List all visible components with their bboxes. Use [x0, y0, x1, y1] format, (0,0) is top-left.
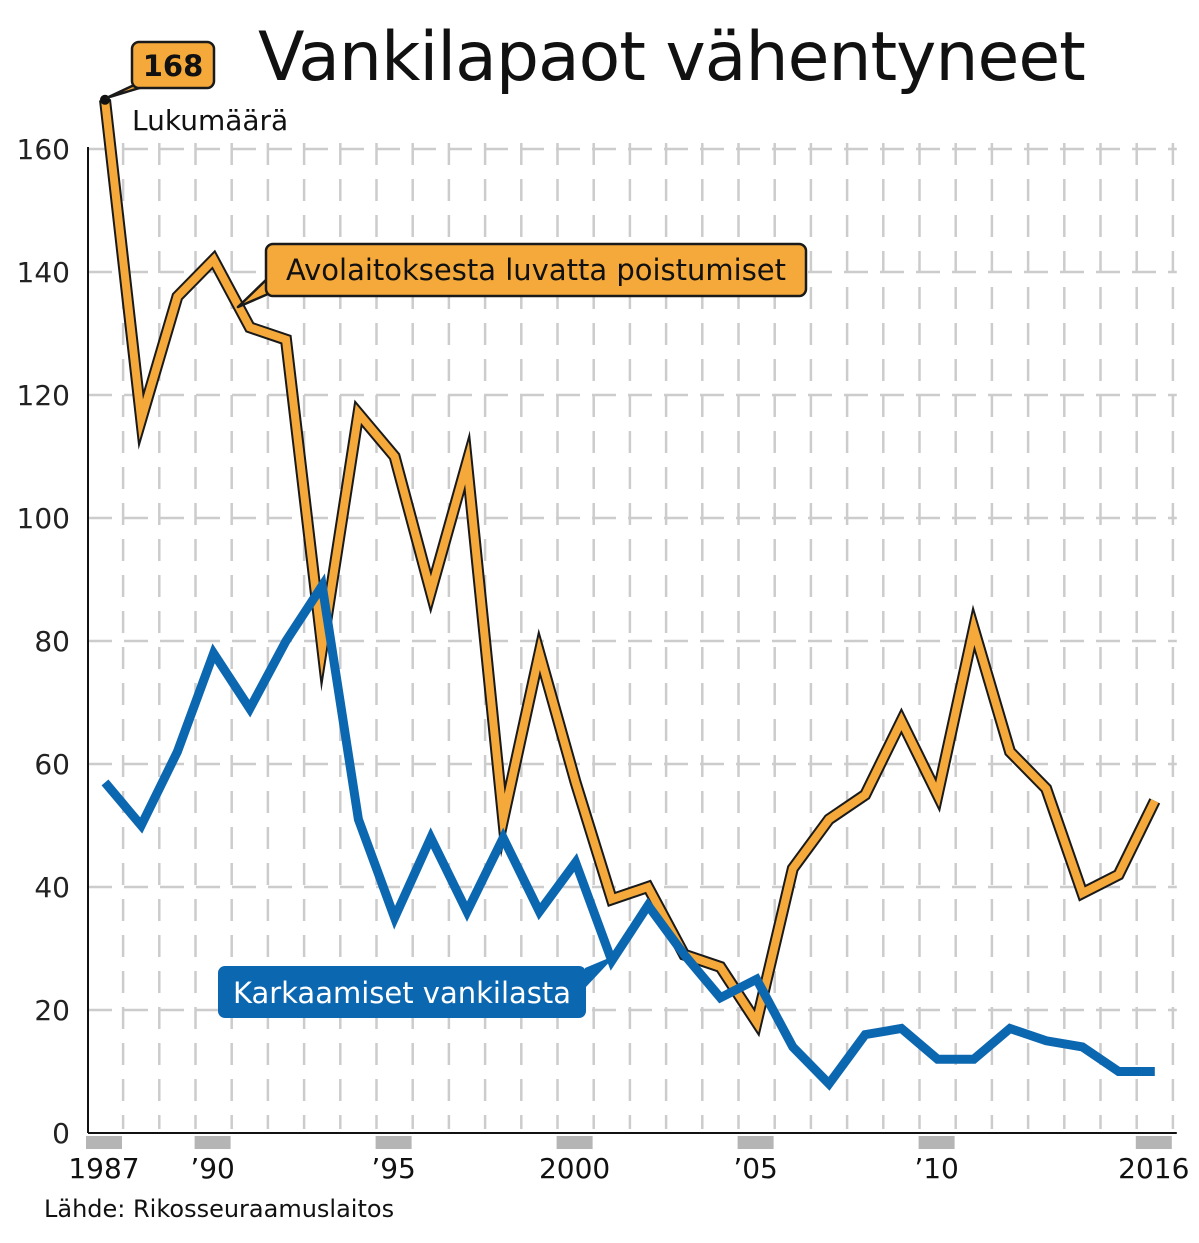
- y-tick-label: 40: [34, 871, 70, 904]
- y-tick-label: 140: [17, 256, 70, 289]
- series-line-karkaamiset: [101, 573, 1155, 1091]
- x-tick-label: ’05: [733, 1152, 778, 1185]
- y-tick-label: 120: [17, 379, 70, 412]
- y-tick-label: 0: [52, 1117, 70, 1150]
- y-tick-label: 20: [34, 994, 70, 1027]
- y-tick-label: 80: [34, 625, 70, 658]
- x-tick-label: 1987: [68, 1152, 139, 1185]
- series-lines: [99, 99, 1161, 1091]
- x-tick-label: ’90: [190, 1152, 235, 1185]
- source-note: Lähde: Rikosseuraamuslaitos: [44, 1195, 395, 1223]
- y-axis-unit-label: Lukumäärä: [132, 104, 289, 137]
- x-tick-label: ’10: [914, 1152, 959, 1185]
- grid: [88, 143, 1177, 1129]
- x-tick-marker: [375, 1136, 412, 1149]
- orange-series-label: Avolaitoksesta luvatta poistumiset: [286, 253, 786, 287]
- x-tick-marker: [737, 1136, 774, 1149]
- series-line-avolaitos: [101, 99, 1159, 1033]
- x-tick-label: 2016: [1118, 1152, 1189, 1185]
- blue-label-pointer: [585, 955, 616, 988]
- x-tick-label: ’95: [371, 1152, 416, 1185]
- x-tick-marker: [556, 1136, 593, 1149]
- peak-callout-value: 168: [143, 49, 204, 83]
- peak-callout-box: [130, 40, 216, 90]
- y-tick-label: 160: [17, 133, 70, 166]
- blue-series-label: Karkaamiset vankilasta: [233, 976, 571, 1010]
- y-axis: 0 20 40 60 80 100 120 140 160: [17, 133, 89, 1150]
- x-tick-marker: [86, 1136, 122, 1149]
- chart-title: Vankilapaot vähentyneet: [258, 18, 1086, 97]
- x-tick-marker: [194, 1136, 231, 1149]
- series-labels: 168 Avolaitoksesta luvatta poistumiset Kar…: [100, 40, 808, 1018]
- y-tick-label: 60: [34, 748, 70, 781]
- x-axis: 1987 ’90 ’95 2000 ’05 ’10 2016: [68, 1132, 1189, 1185]
- y-tick-label: 100: [17, 502, 70, 535]
- blue-label-box: [218, 966, 586, 1018]
- x-tick-marker: [918, 1136, 955, 1149]
- orange-label-pointer: [236, 276, 270, 309]
- orange-label-box: [264, 242, 808, 298]
- x-tick-marker: [1135, 1136, 1172, 1149]
- x-tick-label: 2000: [539, 1152, 610, 1185]
